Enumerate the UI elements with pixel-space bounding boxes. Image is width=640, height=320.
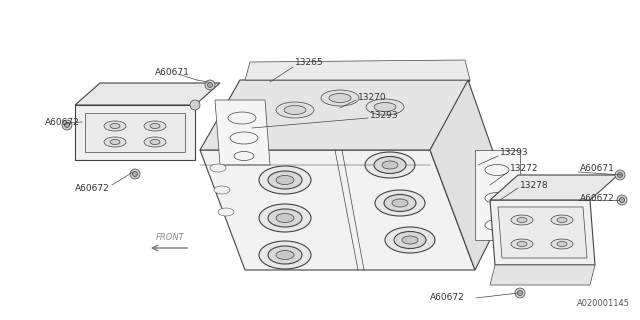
Polygon shape xyxy=(490,265,595,285)
Text: 13278: 13278 xyxy=(520,180,548,189)
Ellipse shape xyxy=(110,140,120,145)
Ellipse shape xyxy=(557,242,567,246)
Polygon shape xyxy=(75,83,220,105)
Ellipse shape xyxy=(276,251,294,260)
Ellipse shape xyxy=(384,195,416,212)
Ellipse shape xyxy=(259,166,311,194)
Ellipse shape xyxy=(214,186,230,194)
Text: A60672: A60672 xyxy=(76,183,110,193)
Ellipse shape xyxy=(382,161,398,169)
Ellipse shape xyxy=(557,218,567,222)
Ellipse shape xyxy=(284,106,306,115)
Ellipse shape xyxy=(485,193,509,204)
Ellipse shape xyxy=(551,215,573,225)
Ellipse shape xyxy=(144,121,166,131)
Text: A60672: A60672 xyxy=(580,194,615,203)
Circle shape xyxy=(617,195,627,205)
Circle shape xyxy=(618,172,623,178)
Polygon shape xyxy=(490,175,618,200)
Ellipse shape xyxy=(511,215,533,225)
Ellipse shape xyxy=(104,121,126,131)
Text: FRONT: FRONT xyxy=(156,233,185,242)
Polygon shape xyxy=(475,150,520,240)
Ellipse shape xyxy=(485,220,509,230)
Ellipse shape xyxy=(104,137,126,147)
Text: A60672: A60672 xyxy=(430,293,465,302)
Text: A020001145: A020001145 xyxy=(577,299,630,308)
Polygon shape xyxy=(200,150,475,270)
Ellipse shape xyxy=(392,199,408,207)
Circle shape xyxy=(65,123,70,127)
Text: A60672: A60672 xyxy=(45,117,80,126)
Ellipse shape xyxy=(517,242,527,246)
Polygon shape xyxy=(490,200,595,265)
Ellipse shape xyxy=(329,93,351,102)
Ellipse shape xyxy=(228,112,256,124)
Ellipse shape xyxy=(268,209,302,227)
Ellipse shape xyxy=(230,132,258,144)
Ellipse shape xyxy=(276,213,294,222)
Ellipse shape xyxy=(365,152,415,178)
Ellipse shape xyxy=(374,156,406,173)
Circle shape xyxy=(518,291,522,295)
Circle shape xyxy=(515,288,525,298)
Circle shape xyxy=(132,172,138,177)
Ellipse shape xyxy=(517,218,527,222)
Polygon shape xyxy=(215,100,270,165)
Polygon shape xyxy=(75,105,195,160)
Circle shape xyxy=(130,169,140,179)
Text: 13293: 13293 xyxy=(370,110,399,119)
Ellipse shape xyxy=(276,175,294,185)
Ellipse shape xyxy=(150,124,160,129)
Ellipse shape xyxy=(511,239,533,249)
Circle shape xyxy=(207,83,212,87)
Ellipse shape xyxy=(385,227,435,253)
Circle shape xyxy=(620,197,625,203)
Ellipse shape xyxy=(375,190,425,216)
Polygon shape xyxy=(200,80,470,150)
Ellipse shape xyxy=(259,241,311,269)
Polygon shape xyxy=(498,207,587,258)
Ellipse shape xyxy=(551,239,573,249)
Ellipse shape xyxy=(144,137,166,147)
Text: 13270: 13270 xyxy=(358,92,387,101)
Text: 13265: 13265 xyxy=(295,58,324,67)
Ellipse shape xyxy=(210,164,226,172)
Ellipse shape xyxy=(366,99,404,115)
Polygon shape xyxy=(245,60,470,80)
Text: A60671: A60671 xyxy=(155,68,190,76)
Ellipse shape xyxy=(374,102,396,111)
Ellipse shape xyxy=(268,246,302,264)
Ellipse shape xyxy=(234,151,254,161)
Ellipse shape xyxy=(321,90,359,106)
Ellipse shape xyxy=(218,208,234,216)
Polygon shape xyxy=(430,80,510,270)
Ellipse shape xyxy=(268,171,302,189)
Ellipse shape xyxy=(276,102,314,118)
Ellipse shape xyxy=(485,164,509,175)
Circle shape xyxy=(615,170,625,180)
Ellipse shape xyxy=(394,231,426,249)
Text: A60671: A60671 xyxy=(580,164,615,172)
Circle shape xyxy=(205,80,215,90)
Ellipse shape xyxy=(150,140,160,145)
Ellipse shape xyxy=(402,236,418,244)
Polygon shape xyxy=(85,113,185,152)
Ellipse shape xyxy=(110,124,120,129)
Circle shape xyxy=(62,120,72,130)
Circle shape xyxy=(190,100,200,110)
Text: 13272: 13272 xyxy=(510,164,538,172)
Text: 13293: 13293 xyxy=(500,148,529,156)
Ellipse shape xyxy=(259,204,311,232)
